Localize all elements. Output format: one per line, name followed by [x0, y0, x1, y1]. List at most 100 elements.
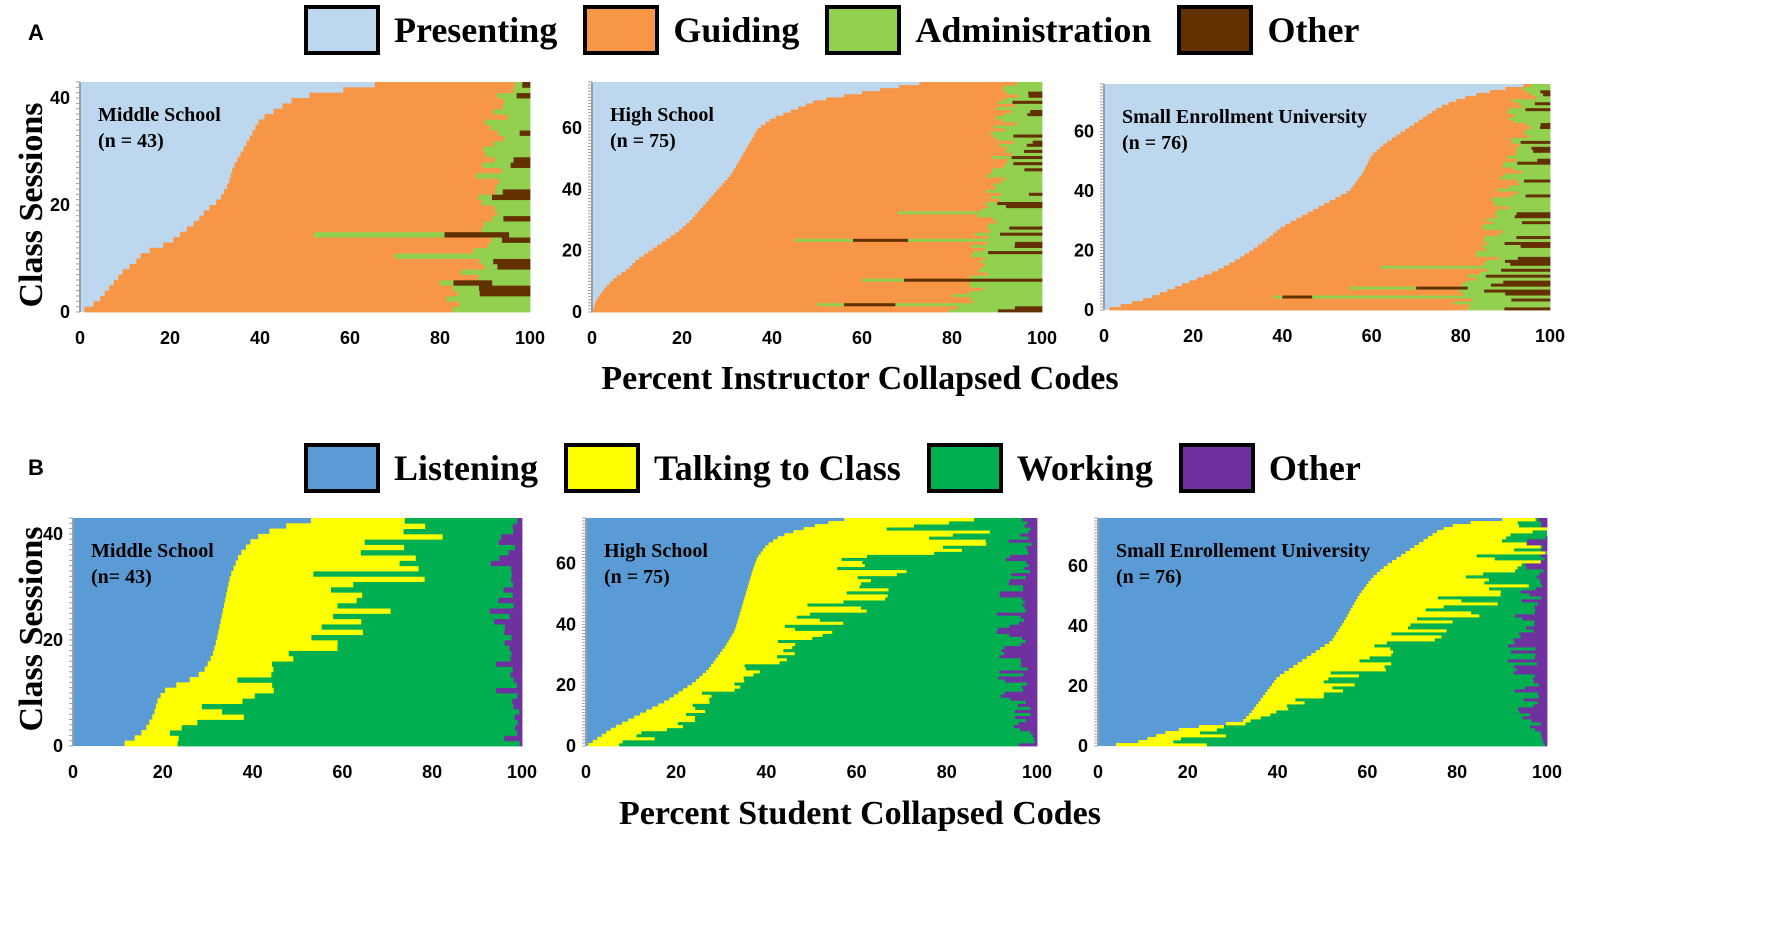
bar-row-48-working	[885, 597, 1023, 601]
bar-row-66-talking-to-class	[768, 542, 987, 546]
bar-row-57-working	[1483, 572, 1541, 576]
bar-row-45-guiding	[732, 170, 993, 175]
bar-row-37-talking-to-class	[1336, 632, 1392, 636]
y-tick-label: 40	[1068, 616, 1088, 636]
bar-row-1-guiding	[93, 301, 460, 308]
bar-row-69-other	[1020, 533, 1038, 537]
bar-row-74-other	[1022, 518, 1038, 522]
bar-row-37-administration	[493, 108, 531, 115]
bar-row-0-guiding	[1109, 307, 1468, 311]
bar-row-21-working	[744, 679, 1006, 683]
bar-row-58-administration	[990, 131, 1043, 135]
legend-label-student-other: Other	[1268, 448, 1361, 488]
bar-row-30-guiding	[692, 216, 994, 221]
bar-row-13-working	[271, 671, 512, 678]
bar-row-30-talking-to-class	[720, 651, 796, 656]
bar-row-41-administration	[513, 87, 531, 94]
bar-row-11-working	[705, 709, 1016, 713]
bar-row-24-talking-to-class	[221, 613, 334, 620]
bar-row-28-working	[1359, 659, 1509, 663]
bar-row-4-other	[1030, 730, 1038, 735]
bar-row-50-working	[1500, 593, 1531, 597]
bar-row-75-working	[1535, 518, 1539, 522]
bar-row-50-guiding	[1369, 158, 1517, 162]
bar-row-22-guiding	[224, 188, 496, 195]
bar-row-21-administration	[971, 244, 1016, 248]
bar-row-38-guiding	[713, 192, 1002, 196]
bar-row-39-administration	[1517, 191, 1551, 195]
bar-row-27-administration	[987, 226, 1010, 230]
bar-row-18-administration	[1476, 253, 1551, 257]
plot-title-text: Small Enrollement University	[1116, 540, 1371, 562]
legend-swatch-presenting	[304, 5, 380, 55]
bar-row-54-other	[1540, 581, 1548, 585]
legend-item-administration: Administration	[825, 5, 1151, 55]
bar-row-35-talking-to-class	[730, 636, 813, 640]
bar-row-14-administration	[509, 231, 531, 238]
bar-row-41-talking-to-class	[737, 618, 821, 622]
bar-row-65-working	[942, 545, 1027, 549]
bar-row-13-other	[501, 237, 531, 243]
bar-row-64-administration	[1508, 116, 1551, 121]
bar-row-64-talking-to-class	[1405, 551, 1546, 555]
bar-row-13-administration	[978, 269, 1043, 273]
bar-row-32-talking-to-class	[1320, 647, 1391, 651]
bar-row-25-guiding	[675, 232, 976, 236]
bar-row-26-other	[1513, 665, 1548, 669]
bar-row-20-other	[1538, 683, 1548, 687]
bar-row-61-talking-to-class	[1392, 560, 1542, 564]
bar-row-5-administration	[952, 293, 1043, 298]
legend-swatch-administration	[825, 5, 902, 55]
bar-row-19-talking-to-class	[1269, 686, 1333, 690]
bar-row-18-other	[1023, 688, 1038, 692]
bar-row-41-other	[512, 523, 523, 529]
bar-row-35-guiding	[258, 119, 486, 126]
bar-row-10-administration	[395, 253, 531, 259]
bar-row-12-administration	[488, 242, 531, 249]
bar-row-14-other	[512, 666, 523, 673]
bar-row-23-guiding	[227, 183, 497, 190]
y-axis: 0 20 40	[43, 517, 74, 756]
bar-row-53-guiding	[1376, 149, 1518, 153]
bar-row-44-working	[866, 609, 1027, 613]
bar-row-28-talking-to-class	[715, 657, 788, 662]
bar-row-42-administration	[1000, 180, 1043, 184]
bar-row-26-administration	[501, 167, 531, 174]
bar-row-13-other	[510, 671, 523, 678]
bar-row-59-guiding	[1400, 131, 1524, 135]
bar-row-62-other	[1540, 122, 1551, 127]
bar-row-30-other	[513, 581, 523, 588]
bar-row-67-guiding	[805, 103, 1016, 107]
bar-row-37-working	[1391, 632, 1520, 636]
bar-row-25-other	[1027, 666, 1038, 671]
bar-row-26-guiding	[679, 229, 992, 233]
bar-row-37-guiding	[1335, 197, 1493, 201]
bar-row-0-talking-to-class	[1115, 743, 1208, 747]
bar-row-65-talking-to-class	[765, 545, 944, 549]
legend-item-student-other: Other	[1178, 443, 1361, 493]
bar-row-26-working	[1384, 665, 1515, 669]
bar-row-22-guiding	[661, 241, 988, 245]
bar-row-24-guiding	[1269, 235, 1485, 240]
bar-row-5-other	[1535, 728, 1548, 732]
bar-row-46-other	[1024, 167, 1043, 172]
bar-row-71-guiding	[862, 91, 1008, 95]
bar-row-12-working	[1288, 707, 1519, 711]
bar-row-34-talking-to-class	[1329, 641, 1388, 645]
bar-row-5-guiding	[1159, 292, 1465, 296]
bar-row-38-talking-to-class	[250, 539, 366, 545]
bar-row-6-working	[683, 724, 1015, 729]
bar-row-1-administration	[459, 301, 531, 308]
bar-row-54-other	[1531, 146, 1551, 150]
bar-row-8-other	[1490, 283, 1551, 287]
bar-row-32-talking-to-class	[231, 571, 314, 577]
bar-row-11-talking-to-class	[176, 682, 273, 689]
bar-row-48-administration	[1005, 161, 1014, 166]
bar-row-57-other	[1030, 569, 1038, 574]
bar-row-17-talking-to-class	[212, 650, 290, 657]
bar-row-15-talking-to-class	[1260, 698, 1296, 702]
bar-row-4-talking-to-class	[1165, 731, 1201, 735]
bar-row-34-administration	[987, 204, 1007, 209]
x-tick-label: 80	[1447, 762, 1467, 782]
bar-row-29-administration	[996, 220, 1043, 224]
